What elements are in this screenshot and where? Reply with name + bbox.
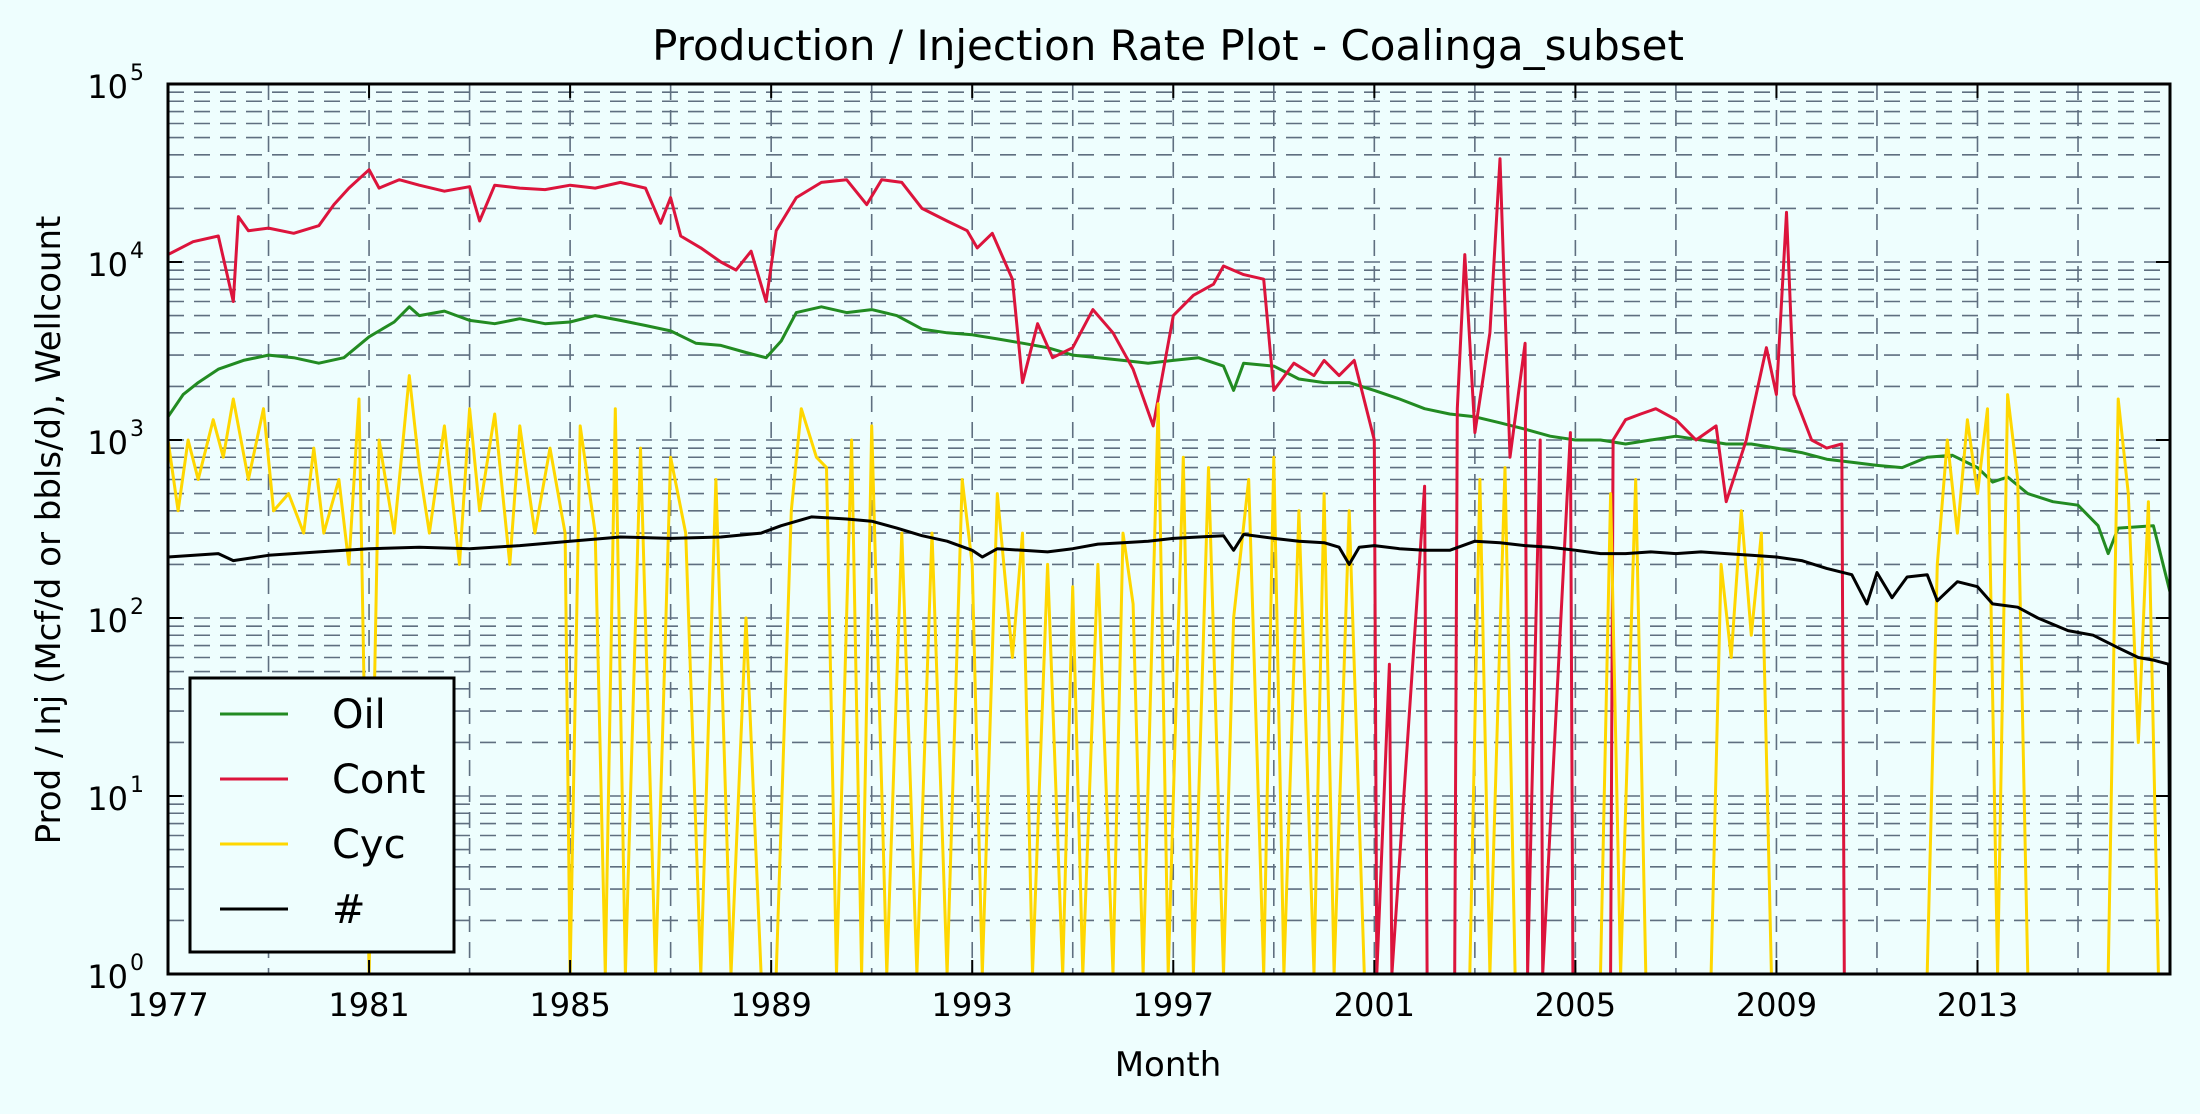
legend-box — [188, 676, 456, 954]
x-tick-label: 1993 — [931, 986, 1012, 1024]
legend-label-cyc: Cyc — [332, 822, 406, 868]
y-axis-label: Prod / Inj (Mcf/d or bbls/d), Wellcount — [29, 216, 69, 845]
series-line-wellcount — [167, 515, 2172, 921]
y-tick-label: 10 — [87, 958, 128, 996]
x-tick-label: 2009 — [1736, 986, 1817, 1024]
legend: Oil Cont Cyc # — [188, 676, 456, 954]
y-tick-label: 10 — [87, 602, 128, 640]
y-tick-label: 10 — [87, 68, 128, 106]
y-tick-label-exponent: 4 — [130, 239, 144, 264]
axis-ticks: 1977 1981 1985 1989 1993 1997 2001 2005 2009 2013… — [87, 61, 2170, 1024]
x-axis-label: Month — [1115, 1045, 1222, 1085]
x-tick-label: 1985 — [529, 986, 610, 1024]
y-tick-label-exponent: 5 — [130, 61, 144, 86]
plot-frame — [166, 82, 2172, 976]
y-tick-label-exponent: 3 — [130, 417, 144, 442]
x-tick-label: 2005 — [1535, 986, 1616, 1024]
x-tick-label: 1997 — [1133, 986, 1214, 1024]
y-tick-label: 10 — [87, 780, 128, 818]
y-tick-label: 10 — [87, 424, 128, 462]
x-tick-label: 1989 — [730, 986, 811, 1024]
series-line-cyc — [166, 374, 2160, 976]
x-tick-label: 1981 — [328, 986, 409, 1024]
legend-label-wellcount: # — [332, 887, 366, 933]
legend-label-cont: Cont — [332, 757, 425, 803]
x-tick-label: 2013 — [1937, 986, 2018, 1024]
series-line-oil — [166, 305, 2172, 593]
legend-label-oil: Oil — [332, 692, 386, 738]
y-tick-label-exponent: 2 — [130, 595, 144, 620]
x-tick-label: 1977 — [127, 986, 208, 1024]
y-tick-label: 10 — [87, 246, 128, 284]
chart-title: Production / Injection Rate Plot - Coali… — [652, 21, 1684, 70]
plot-area — [168, 84, 2170, 974]
x-tick-label: 2001 — [1334, 986, 1415, 1024]
y-tick-label-exponent: 1 — [130, 773, 144, 798]
y-tick-label-exponent: 0 — [130, 951, 144, 976]
